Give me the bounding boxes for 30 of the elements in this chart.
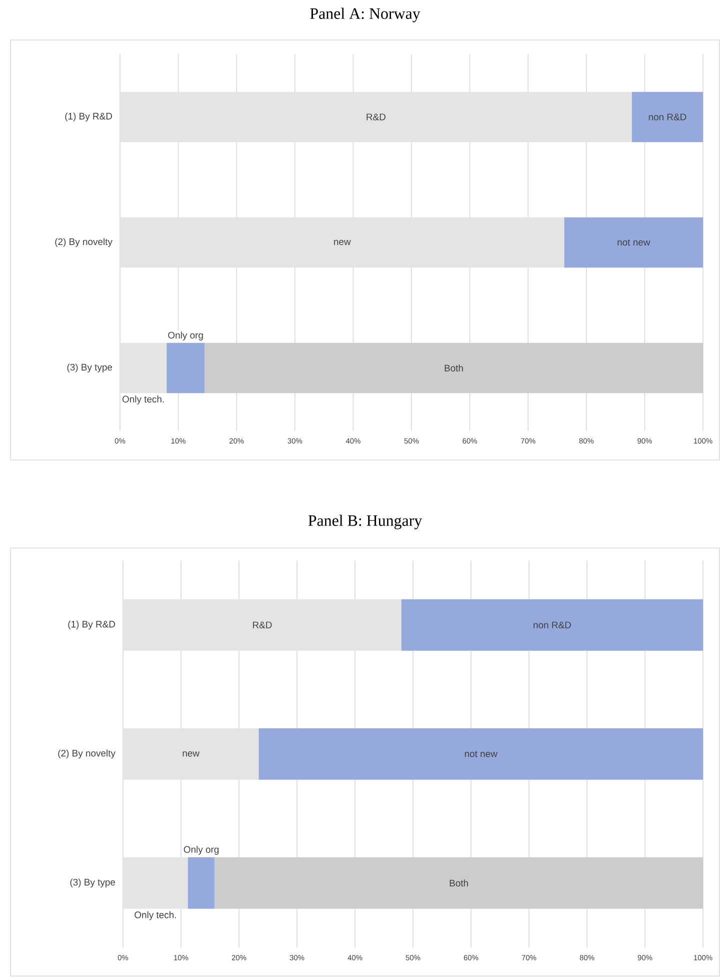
y-tick-label: (3) By type (67, 364, 112, 372)
chart-title: Panel B: Hungary (308, 514, 422, 530)
data-label: R&D (366, 114, 386, 120)
data-label: non R&D (534, 622, 571, 628)
data-label: non R&D (648, 114, 686, 120)
y-tick-label: (2) By novelty (58, 750, 116, 758)
bar (632, 92, 704, 142)
bar (258, 728, 704, 780)
data-label: Both (450, 880, 468, 886)
bar (564, 217, 704, 268)
bar (188, 857, 215, 909)
data-label: not new (464, 750, 498, 758)
y-tick-label: (3) By type (70, 878, 116, 888)
data-label: Only org (184, 846, 219, 855)
y-tick-label: (1) By R&D (68, 620, 116, 630)
bar (204, 342, 704, 394)
y-tick-label: (2) By novelty (55, 238, 112, 247)
data-label: Only org (168, 332, 203, 340)
data-label: Only tech. (134, 911, 176, 920)
y-tick-label: (1) By R&D (65, 112, 112, 122)
data-label: new (182, 751, 200, 757)
data-label: not new (618, 239, 650, 246)
bar (401, 599, 704, 651)
bar (166, 342, 205, 394)
data-label: R&D (252, 622, 272, 628)
bar (214, 857, 704, 909)
data-label: Both (444, 364, 463, 372)
data-label: Only tech. (122, 396, 164, 404)
chart-title: Panel A: Norway (310, 8, 420, 22)
data-label: new (334, 240, 351, 246)
